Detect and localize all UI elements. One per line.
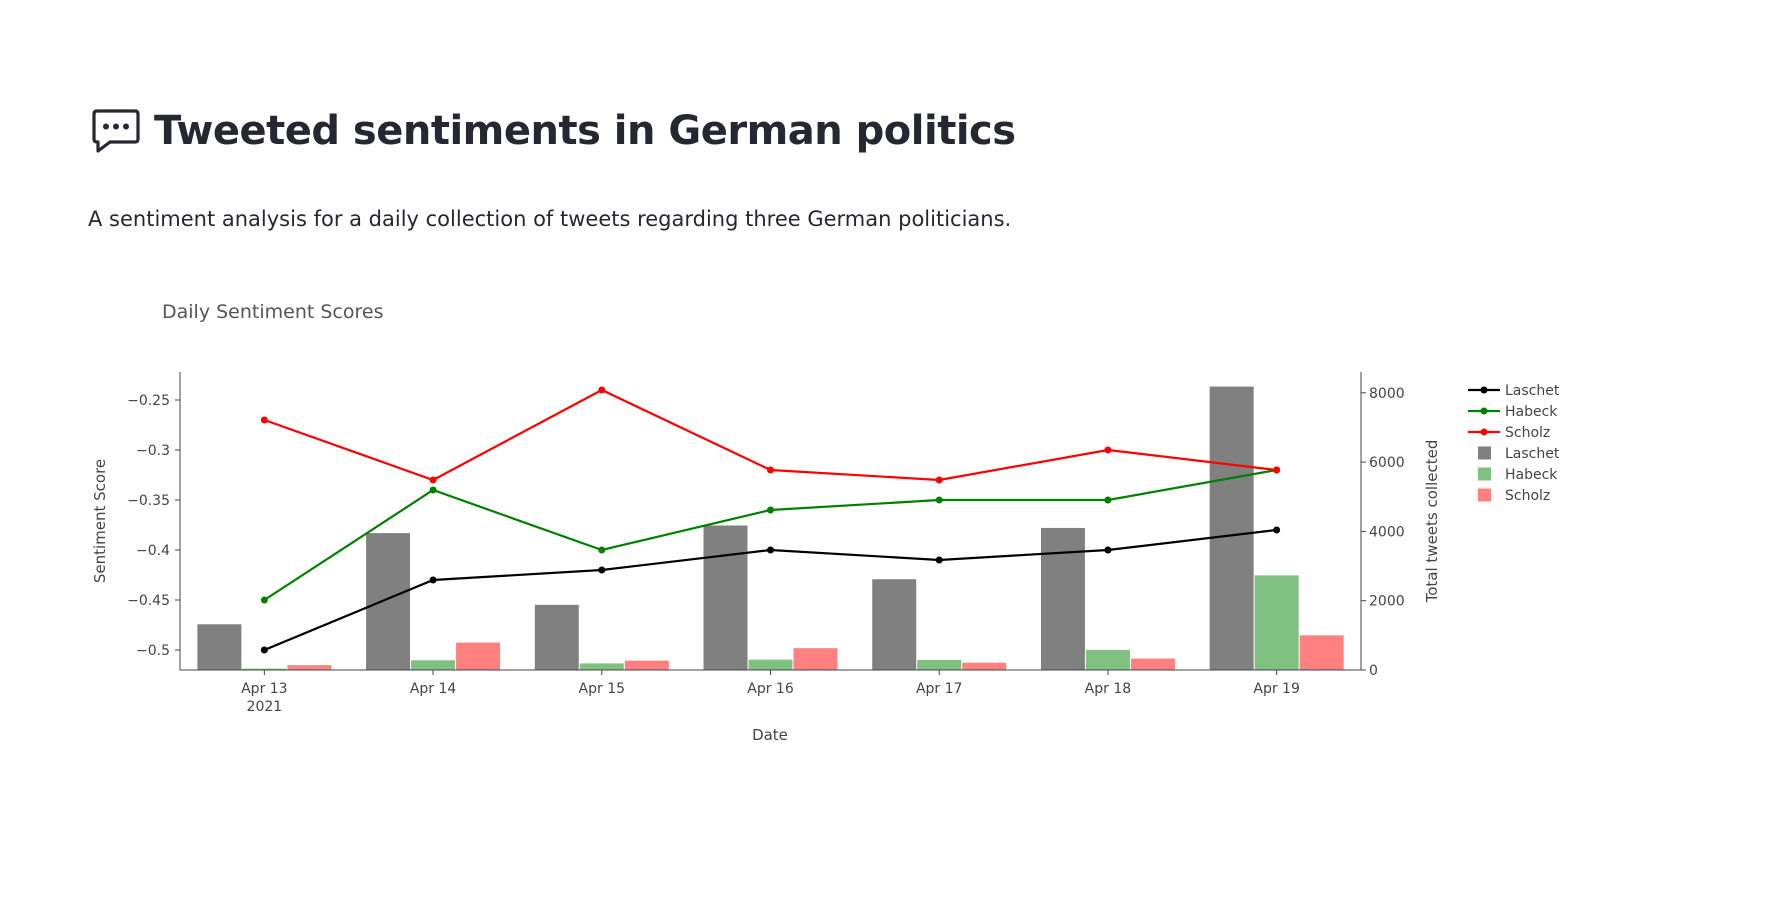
- point-laschet-0: [260, 646, 268, 654]
- point-scholz-5: [1104, 446, 1112, 454]
- bar-habeck-3: [748, 659, 793, 670]
- x-tick-label: Apr 17: [916, 681, 962, 697]
- bar-laschet-0: [197, 624, 242, 670]
- legend: Laschet Habeck Scholz Laschet Habeck Scholz: [1468, 383, 1560, 504]
- legend-bar-swatch: [1478, 488, 1491, 502]
- point-habeck-5: [1104, 496, 1112, 504]
- bar-laschet-4: [872, 579, 917, 670]
- x-tick-label: Apr 14: [410, 681, 457, 697]
- point-scholz-3: [767, 466, 774, 474]
- legend-bar-swatch: [1478, 446, 1491, 460]
- legend-item-bar-laschet: Laschet: [1478, 446, 1560, 462]
- bar-habeck-2: [579, 663, 624, 670]
- y2-axis-title: Total tweets collected: [1423, 440, 1441, 604]
- speech-bubble-icon: [92, 109, 140, 153]
- bar-laschet-2: [534, 604, 579, 670]
- legend-bar-swatch: [1478, 467, 1491, 481]
- axes-layer: −0.25 −0.3 −0.35 −0.4 −0.45 −0.5 0 2000 4000 6000…: [127, 372, 1405, 715]
- legend-label: Laschet: [1505, 446, 1560, 462]
- y-axis-title: Sentiment Score: [91, 459, 109, 583]
- y2-tick-label: 6000: [1369, 455, 1405, 471]
- point-laschet-6: [1273, 526, 1281, 534]
- point-habeck-2: [598, 546, 606, 554]
- line-layer: [260, 386, 1281, 654]
- point-laschet-2: [598, 566, 606, 574]
- x-tick-year-label: 2021: [247, 699, 283, 715]
- bar-scholz-6: [1299, 635, 1344, 670]
- point-scholz-4: [935, 476, 943, 484]
- bar-scholz-1: [456, 642, 501, 670]
- x-tick-label: Apr 15: [579, 681, 625, 697]
- point-habeck-4: [935, 496, 943, 504]
- bar-laschet-3: [703, 525, 748, 670]
- legend-label: Habeck: [1505, 467, 1558, 483]
- bar-scholz-2: [624, 660, 669, 670]
- y-tick-label: −0.5: [136, 643, 170, 659]
- bar-layer: [197, 386, 1344, 670]
- bar-habeck-4: [917, 659, 962, 670]
- point-laschet-1: [429, 576, 437, 584]
- y2-tick-label: 4000: [1369, 524, 1405, 540]
- point-laschet-4: [935, 556, 943, 564]
- point-habeck-0: [260, 596, 268, 604]
- y-tick-label: −0.3: [136, 443, 170, 459]
- y2-tick-label: 2000: [1369, 594, 1405, 610]
- legend-label: Laschet: [1505, 383, 1560, 399]
- page-title: Tweeted sentiments in German politics: [154, 108, 1016, 154]
- page-header: Tweeted sentiments in German politics: [92, 108, 1016, 154]
- point-laschet-3: [767, 546, 774, 554]
- legend-label: Scholz: [1505, 488, 1550, 504]
- bar-scholz-3: [793, 648, 838, 670]
- point-scholz-2: [598, 386, 606, 394]
- bar-scholz-0: [287, 665, 332, 670]
- legend-item-bar-habeck: Habeck: [1478, 467, 1558, 483]
- bar-habeck-5: [1085, 649, 1130, 670]
- point-scholz-6: [1273, 466, 1281, 474]
- bar-habeck-0: [242, 668, 287, 670]
- sentiment-chart: Daily Sentiment Scores Sentiment Score T…: [91, 301, 1560, 744]
- chart-title: Daily Sentiment Scores: [162, 301, 383, 323]
- x-tick-label: Apr 18: [1085, 681, 1131, 697]
- bar-scholz-4: [962, 662, 1007, 670]
- x-tick-label: Apr 16: [747, 681, 794, 697]
- legend-item-line-scholz: Scholz: [1468, 425, 1550, 441]
- legend-label: Habeck: [1505, 404, 1558, 420]
- line-habeck: [263, 468, 1277, 601]
- page-subtitle: A sentiment analysis for a daily collect…: [88, 207, 1012, 231]
- bar-laschet-1: [366, 533, 411, 670]
- y-tick-label: −0.45: [127, 593, 170, 609]
- y2-tick-label: 8000: [1369, 386, 1405, 402]
- point-scholz-0: [260, 416, 268, 424]
- legend-line-marker: [1480, 407, 1488, 415]
- bar-laschet-5: [1040, 527, 1085, 670]
- point-habeck-3: [767, 506, 774, 514]
- bar-habeck-1: [411, 660, 456, 670]
- y-tick-label: −0.4: [136, 543, 170, 559]
- legend-item-line-habeck: Habeck: [1468, 404, 1558, 420]
- legend-line-marker: [1480, 386, 1488, 394]
- y2-tick-label: 0: [1369, 663, 1378, 679]
- x-axis-title: Date: [752, 726, 788, 744]
- point-habeck-1: [429, 486, 437, 494]
- bar-laschet-6: [1209, 386, 1254, 670]
- point-laschet-5: [1104, 546, 1112, 554]
- bar-scholz-5: [1130, 658, 1175, 670]
- x-tick-label: Apr 19: [1253, 681, 1299, 697]
- y-tick-label: −0.35: [127, 493, 170, 509]
- legend-line-marker: [1480, 428, 1488, 436]
- legend-label: Scholz: [1505, 425, 1550, 441]
- bar-habeck-6: [1254, 575, 1299, 670]
- y-tick-label: −0.25: [127, 393, 170, 409]
- legend-item-line-laschet: Laschet: [1468, 383, 1560, 399]
- x-tick-label: Apr 13: [241, 681, 287, 697]
- point-scholz-1: [429, 476, 437, 484]
- legend-item-bar-scholz: Scholz: [1478, 488, 1550, 504]
